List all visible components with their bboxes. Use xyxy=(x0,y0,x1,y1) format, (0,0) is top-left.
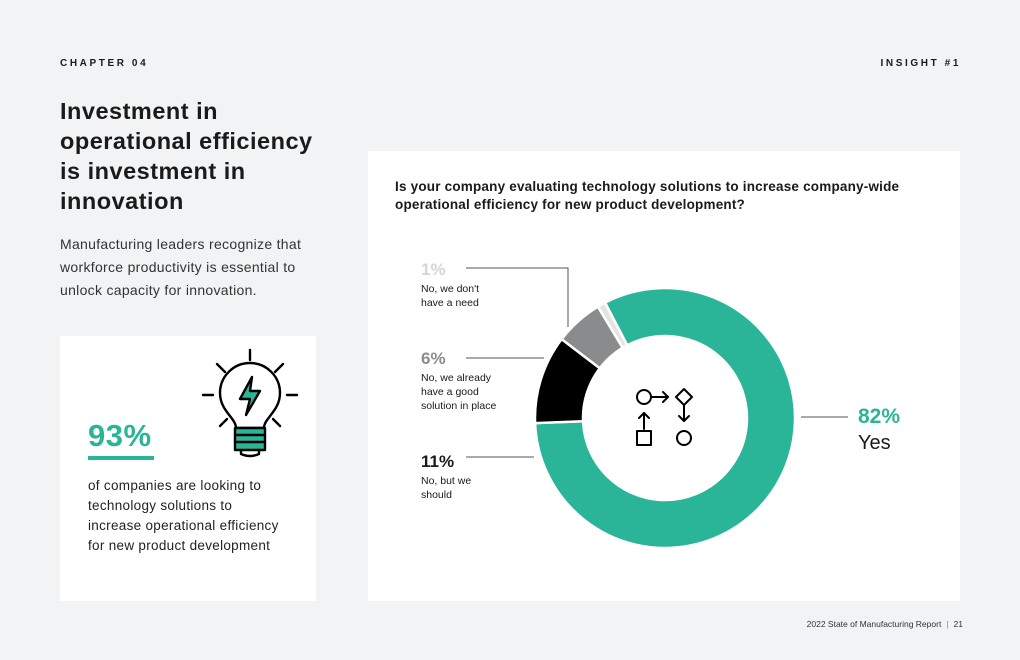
leader-line-3 xyxy=(466,267,569,327)
footer-separator: | xyxy=(946,619,949,629)
slice-percent-1: 11% xyxy=(421,452,454,471)
workflow-icon xyxy=(636,388,693,446)
slice-label-1: No, but we xyxy=(421,475,471,487)
chart-card: Is your company evaluating technology so… xyxy=(368,151,960,601)
slice-label-1: should xyxy=(421,489,452,501)
slice-label-3: have a need xyxy=(421,297,479,309)
slice-label-0: Yes xyxy=(858,432,891,454)
stat-underline xyxy=(88,456,154,460)
slice-label-3: No, we don't xyxy=(421,283,479,295)
stat-description: of companies are looking to technology s… xyxy=(88,478,279,553)
slice-3 xyxy=(596,300,629,350)
intro-paragraph: Manufacturing leaders recognize that wor… xyxy=(60,236,302,298)
stat-value: 93% xyxy=(88,418,152,453)
donut-chart: 82% Yes 11% No, but we should 6% No, we alread… xyxy=(421,260,900,550)
insight-label: INSIGHT #1 xyxy=(880,58,961,69)
slice-percent-2: 6% xyxy=(421,349,446,368)
chart-title: Is your company evaluating technology so… xyxy=(395,179,900,212)
page-title: Investment in operational efficiency is … xyxy=(60,98,313,214)
lightbulb-lightning-icon xyxy=(201,348,299,458)
chapter-label: CHAPTER 04 xyxy=(60,58,149,69)
slice-label-2: have a good xyxy=(421,386,479,398)
slice-0 xyxy=(533,286,797,550)
slice-label-2: No, we already xyxy=(421,372,492,384)
footer: 2022 State of Manufacturing Report | 21 xyxy=(807,619,963,629)
slice-percent-3: 1% xyxy=(421,260,446,279)
slice-label-2: solution in place xyxy=(421,400,496,412)
report-name: 2022 State of Manufacturing Report xyxy=(806,619,942,629)
slice-percent-0: 82% xyxy=(858,405,900,428)
page-number: 21 xyxy=(953,619,963,629)
stat-card: 93% of companies are looking to technolo… xyxy=(60,336,316,601)
